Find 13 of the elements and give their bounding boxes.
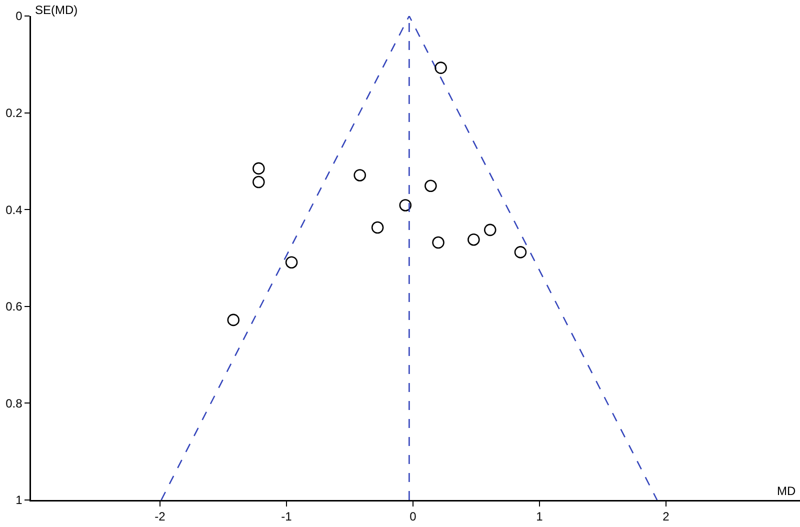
x-tick-label: 2	[662, 510, 670, 524]
y-tick-label: 0.8	[6, 396, 23, 410]
y-tick-label: 0.2	[6, 106, 23, 120]
y-tick-label: 0.6	[6, 300, 23, 314]
y-tick-label: 0	[16, 9, 23, 24]
x-tick-label: -2	[154, 510, 166, 524]
x-tick-label: 1	[536, 510, 544, 524]
y-tick-label: 1	[16, 493, 23, 508]
x-tick-label: -1	[281, 510, 292, 524]
y-axis-title: SE(MD)	[35, 3, 78, 17]
x-axis-title: MD	[777, 484, 796, 498]
y-tick-label: 0.4	[6, 202, 23, 217]
x-tick-label: 0	[410, 510, 417, 524]
